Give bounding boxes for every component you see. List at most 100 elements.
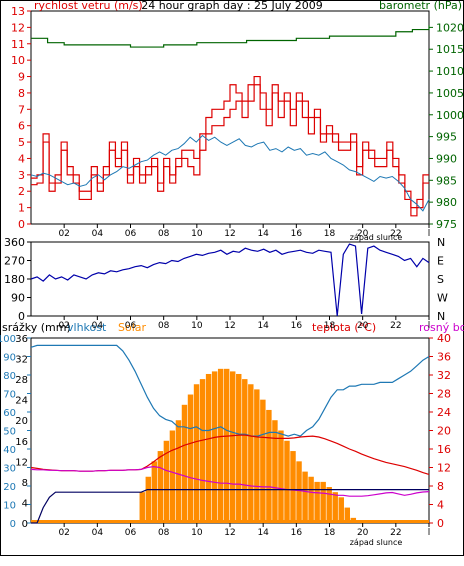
temperature-y-tick-label: 28 bbox=[437, 388, 451, 401]
solar-bar bbox=[266, 409, 272, 523]
solar-bar bbox=[145, 476, 152, 523]
panel3-x-tick-label: 12 bbox=[224, 528, 235, 538]
wind-y-tick-label: 2 bbox=[18, 185, 25, 198]
sunset-label-1: západ slunce bbox=[350, 233, 403, 242]
panel2-x-tick-label: 18 bbox=[324, 321, 336, 331]
wind-y-tick-label: 7 bbox=[18, 103, 25, 116]
wind-y-tick-label: 0 bbox=[18, 218, 25, 231]
humidity-y-tick-label: 10 bbox=[3, 501, 16, 512]
temperature-y-tick-label: 12 bbox=[437, 462, 451, 475]
panel3-x-tick-label: 22 bbox=[390, 528, 401, 538]
solar-bar bbox=[139, 492, 145, 523]
panel1-x-tick-label: 04 bbox=[92, 229, 104, 239]
pressure-y-tick-label: 1020 bbox=[436, 21, 464, 34]
rain-y-tick-label: 20 bbox=[15, 416, 28, 427]
wind-y-tick-label: 10 bbox=[11, 54, 25, 67]
panel2-x-tick-label: 22 bbox=[390, 321, 401, 331]
solar-bar bbox=[193, 384, 200, 523]
panel2-x-tick-label: 12 bbox=[224, 321, 235, 331]
barometer-line bbox=[31, 25, 430, 48]
direction-y-tick-label: 270 bbox=[4, 255, 25, 268]
solar-bar bbox=[344, 507, 351, 523]
panel1-x-tick-label: 14 bbox=[257, 229, 269, 239]
wind-direction-line bbox=[30, 243, 430, 317]
solar-bar bbox=[284, 440, 290, 523]
pressure-y-tick-label: 985 bbox=[436, 174, 457, 187]
solar-bar bbox=[230, 371, 236, 523]
wind-y-tick-label: 9 bbox=[18, 71, 25, 84]
panel2-x-tick-label: 04 bbox=[92, 321, 104, 331]
solar-baseline bbox=[31, 520, 429, 523]
panel1-x-tick-label: 12 bbox=[224, 229, 235, 239]
solar-bar bbox=[187, 394, 194, 523]
pressure-y-tick-label: 1015 bbox=[436, 43, 464, 56]
wind-y-tick-label: 11 bbox=[11, 38, 25, 51]
rain-y-tick-label: 36 bbox=[15, 334, 28, 345]
panel1-x-tick-label: 18 bbox=[324, 229, 336, 239]
temperature-y-tick-label: 4 bbox=[437, 499, 444, 512]
panel1-x-tick-label: 16 bbox=[291, 229, 303, 239]
panel1-x-tick-label: l bbox=[428, 229, 431, 239]
dewpoint-axis-label: rosný bod bbox=[419, 321, 464, 334]
wind-y-tick-label: 6 bbox=[18, 120, 25, 133]
panel3-x-tick-label: 06 bbox=[125, 528, 137, 538]
panel2-x-tick-label: 02 bbox=[58, 321, 69, 331]
panel1-x-tick-label: 08 bbox=[158, 229, 170, 239]
panel1-x-tick-label: 22 bbox=[390, 229, 401, 239]
sunset-label-2: západ slunce bbox=[350, 538, 403, 547]
rain-axis-label: srážky (mm) bbox=[2, 321, 71, 334]
solar-bar bbox=[181, 404, 188, 523]
panel3-x-tick-label: 04 bbox=[92, 528, 104, 538]
solar-bar bbox=[290, 451, 296, 523]
temperature-y-tick-label: 24 bbox=[437, 406, 451, 419]
humidity-y-tick-label: 90 bbox=[3, 353, 16, 364]
solar-bar bbox=[278, 430, 284, 523]
solar-bar bbox=[302, 471, 308, 523]
direction-y-tick-label: 180 bbox=[4, 273, 25, 286]
panel2-x-tick-label: 06 bbox=[125, 321, 137, 331]
barometer-axis-label: barometr (hPa) bbox=[379, 0, 462, 12]
temperature-y-tick-label: 8 bbox=[437, 480, 444, 493]
solar-bar bbox=[260, 399, 266, 523]
wind-speed-axis-label: rychlost vetru (m/s) bbox=[34, 0, 143, 12]
chart-title: 24 hour graph day : 25 July 2009 bbox=[141, 0, 323, 12]
wind-y-tick-label: 8 bbox=[18, 87, 25, 100]
dewpoint-line bbox=[30, 465, 430, 497]
pressure-y-tick-label: 975 bbox=[436, 218, 457, 231]
compass-tick-label: E bbox=[437, 255, 444, 268]
panel2-x-tick-label: 16 bbox=[291, 321, 303, 331]
wind-y-tick-label: 12 bbox=[11, 21, 25, 34]
panel1-x-tick-label: 06 bbox=[125, 229, 137, 239]
panel1-x-tick-label: 20 bbox=[357, 229, 369, 239]
panel3-x-tick-label: 14 bbox=[257, 528, 269, 538]
panel1-x-tick-label: 10 bbox=[191, 229, 203, 239]
panel3-x-tick-label: 10 bbox=[191, 528, 203, 538]
solar-bar bbox=[157, 451, 164, 523]
rain-y-tick-label: 32 bbox=[15, 355, 28, 366]
temperature-y-tick-label: 40 bbox=[437, 332, 451, 345]
solar-bar bbox=[199, 379, 206, 523]
humidity-y-tick-label: 100 bbox=[0, 334, 16, 345]
solar-bar bbox=[332, 492, 338, 523]
humidity-axis-label: vlhkost bbox=[67, 321, 107, 334]
solar-bar bbox=[242, 379, 248, 523]
wind-average-line bbox=[30, 134, 430, 212]
rain-y-tick-label: 4 bbox=[22, 498, 28, 509]
rain-y-tick-label: 12 bbox=[15, 457, 28, 468]
humidity-y-tick-label: 0 bbox=[10, 519, 16, 530]
rain-y-tick-label: 0 bbox=[22, 519, 28, 530]
wind-y-tick-label: 3 bbox=[18, 169, 25, 182]
pressure-y-tick-label: 1010 bbox=[436, 65, 464, 78]
solar-bar bbox=[320, 481, 326, 523]
temperature-y-tick-label: 20 bbox=[437, 425, 451, 438]
humidity-line bbox=[30, 344, 430, 437]
humidity-y-tick-label: 50 bbox=[3, 427, 16, 438]
wind-y-tick-label: 5 bbox=[18, 136, 25, 149]
panel2-x-tick-label: 08 bbox=[158, 321, 170, 331]
panel3-x-tick-label: l bbox=[428, 528, 431, 538]
pressure-y-tick-label: 990 bbox=[436, 152, 457, 165]
panel1-x-tick-label: 02 bbox=[58, 229, 69, 239]
solar-bar bbox=[163, 440, 170, 523]
